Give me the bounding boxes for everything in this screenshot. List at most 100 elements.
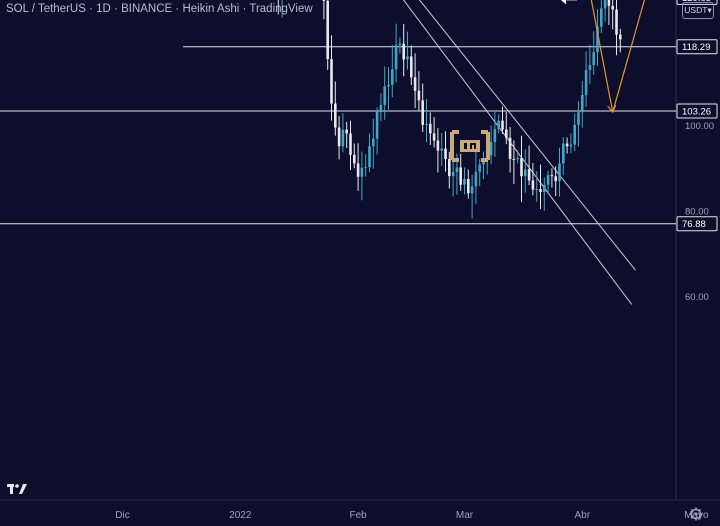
candle-body [543, 184, 546, 193]
candle-body [406, 56, 409, 60]
candle-body [603, 0, 607, 9]
y-tick-label: 80.00 [685, 206, 709, 217]
level-price-box [676, 39, 718, 55]
candle-body [379, 104, 383, 113]
candle-body [334, 103, 337, 128]
x-tick-label: Mar [456, 510, 474, 521]
candle-body [364, 167, 367, 169]
candle-body [501, 120, 504, 130]
candle-body [345, 129, 348, 134]
level-price-label: 103.26 [682, 106, 711, 117]
candle-body [581, 94, 584, 113]
candle-body [535, 189, 538, 191]
candle-body [558, 163, 561, 182]
candle-body [398, 43, 402, 46]
candle-body [577, 112, 580, 125]
x-axis: Dic2022FebMarAbrMayo [115, 510, 709, 521]
x-tick-label: Dic [115, 510, 129, 521]
candle-body [592, 52, 595, 66]
level-price-label: 129.83 [682, 0, 711, 4]
candle-body [550, 175, 554, 177]
source-label: TradingView [249, 3, 313, 15]
grid [0, 0, 720, 501]
candle-body [524, 169, 527, 177]
candle-body [527, 169, 531, 181]
candle-body [497, 120, 500, 130]
left-arrow-icon [560, 0, 577, 5]
candle-body [493, 129, 497, 142]
x-tick-label: 2022 [229, 510, 252, 521]
level-price-box [676, 103, 718, 119]
level-price-label: 118.29 [682, 42, 710, 53]
y-axis: 260.00240.00220.00200.00180.00160.00140.… [685, 121, 714, 303]
candle-body [372, 138, 375, 147]
candle-body [429, 123, 432, 134]
interval-label[interactable]: 1D [96, 3, 111, 15]
candle-body [451, 171, 455, 177]
candle-body [387, 84, 390, 87]
candle-body [459, 167, 462, 185]
level-price-label: 76.88 [682, 219, 706, 230]
candle-body [410, 56, 413, 78]
candle-body [375, 112, 379, 139]
currency-label: USDT [684, 5, 708, 15]
candle-body [383, 86, 386, 105]
candle-body [508, 137, 512, 159]
exchange-label: BINANCE [121, 3, 173, 15]
projection-path [560, 0, 646, 114]
candle-body [489, 142, 493, 156]
candle-body [368, 146, 371, 168]
candle-body [440, 148, 443, 151]
candle-body [520, 158, 523, 177]
header-sep: · [242, 3, 250, 15]
candle-body [600, 8, 603, 27]
candle-body [326, 0, 329, 60]
candle-body [360, 167, 364, 177]
candle-body [448, 159, 451, 177]
candle-body [546, 175, 550, 185]
candle-body [467, 179, 470, 194]
candle-body [436, 140, 440, 151]
header-sep: · [89, 3, 97, 15]
y-tick-label: 100.00 [685, 121, 714, 132]
candle-body [611, 5, 614, 10]
chart-header: SOL / TetherUS · 1D · BINANCE · Heikin A… [6, 3, 313, 15]
candle-body [607, 0, 611, 6]
x-tick-label: Feb [349, 510, 367, 521]
candle-body [516, 158, 519, 160]
candle-body [569, 144, 573, 147]
chevron-down-icon: ▾ [707, 5, 712, 15]
candle-body [539, 189, 542, 193]
candle-body [596, 26, 599, 53]
candle-body [615, 9, 618, 35]
candle-body [391, 69, 394, 85]
candle-body [505, 129, 508, 138]
candle-body [394, 45, 398, 70]
candle-body [356, 163, 360, 177]
header-sep: · [175, 3, 183, 15]
tradingview-logo-icon[interactable] [6, 480, 28, 498]
trendline [418, 0, 636, 271]
candle-body [425, 123, 428, 125]
candle-body [554, 176, 557, 182]
projection-arrowhead [607, 104, 617, 114]
candle-body [573, 124, 576, 145]
x-tick-label: Abr [575, 510, 591, 521]
candle-body [470, 186, 474, 194]
symbol-name[interactable]: SOL / TetherUS [6, 3, 86, 15]
candle-body [402, 43, 405, 60]
candle-body [413, 77, 417, 91]
candle-body [474, 171, 478, 187]
header-sep: · [114, 3, 122, 15]
candle-body [565, 143, 569, 147]
gear-icon[interactable] [689, 507, 703, 521]
candle-body [322, 0, 326, 1]
candle-body [417, 90, 421, 101]
currency-button[interactable]: USDT▾ [682, 2, 714, 19]
candle-body [432, 133, 436, 141]
chart-style-label: Heikin Ashi [182, 3, 240, 15]
candle-body [341, 129, 345, 147]
trendlines [402, 0, 636, 305]
